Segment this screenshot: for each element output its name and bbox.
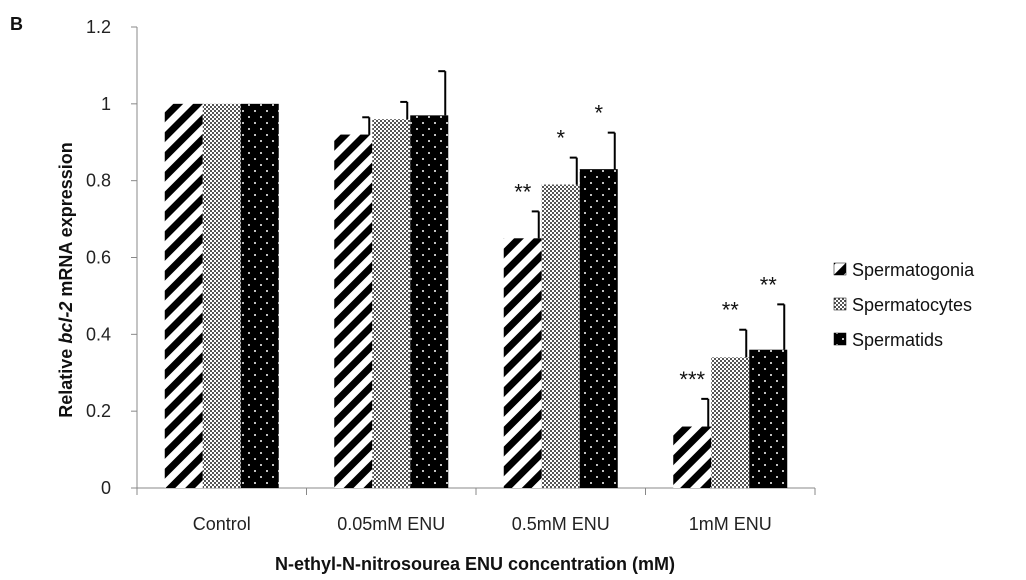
x-tick-label: 0.05mM ENU xyxy=(337,514,445,534)
x-axis-title: N-ethyl-N-nitrosourea ENU concentration … xyxy=(275,554,675,574)
bar-diagonal-stripes xyxy=(334,134,373,489)
significance-marker: * xyxy=(594,101,603,126)
legend-swatch-diagonal-stripes xyxy=(833,262,847,276)
y-tick-label: 0.8 xyxy=(86,171,111,191)
significance-marker: *** xyxy=(679,367,705,392)
significance-markers: *********** xyxy=(514,101,777,392)
bar-checkered xyxy=(202,103,241,488)
legend-swatch-checkered xyxy=(833,297,847,311)
legend-label: Spermatogonia xyxy=(852,260,975,280)
bar-black-dots xyxy=(410,115,449,488)
significance-marker: * xyxy=(556,126,565,151)
bar-checkered xyxy=(372,119,411,488)
x-tick-label: 0.5mM ENU xyxy=(512,514,610,534)
significance-marker: ** xyxy=(722,298,740,323)
y-tick-label: 0 xyxy=(101,478,111,498)
y-axis-title-part: Relative xyxy=(56,344,76,418)
y-tick-label: 1.2 xyxy=(86,17,111,37)
y-tick-label: 0.4 xyxy=(86,324,111,344)
y-axis-title-part: mRNA expression xyxy=(56,142,76,301)
x-tick-label: 1mM ENU xyxy=(689,514,772,534)
x-tick-label: Control xyxy=(193,514,251,534)
bar-black-dots xyxy=(749,349,788,488)
error-bars xyxy=(362,70,786,427)
bar-diagonal-stripes xyxy=(673,426,712,488)
panel-label: B xyxy=(10,14,23,34)
legend-label: Spermatids xyxy=(852,330,943,350)
bars xyxy=(164,103,788,489)
y-tick-label: 1 xyxy=(101,94,111,114)
legend: Spermatogonia Spermatocytes Spermatids xyxy=(833,260,975,350)
x-axis: Control 0.05mM ENU 0.5mM ENU 1mM ENU xyxy=(136,487,816,534)
bar-black-dots xyxy=(240,103,279,488)
y-tick-label: 0.6 xyxy=(86,248,111,268)
bar-checkered xyxy=(711,357,750,488)
y-axis: 0 0.2 0.4 0.6 0.8 1 1.2 xyxy=(86,17,138,498)
y-axis-title-part: bcl-2 xyxy=(56,302,76,344)
bar-diagonal-stripes xyxy=(164,103,203,488)
y-tick-label: 0.2 xyxy=(86,401,111,421)
significance-marker: ** xyxy=(514,179,532,204)
bar-diagonal-stripes xyxy=(503,238,542,488)
y-axis-title: Relative bcl-2 mRNA expression xyxy=(56,142,76,417)
legend-swatch-black-dots xyxy=(833,332,847,346)
bar-black-dots xyxy=(579,169,618,488)
legend-label: Spermatocytes xyxy=(852,295,972,315)
bar-checkered xyxy=(541,184,580,488)
significance-marker: ** xyxy=(760,272,778,297)
